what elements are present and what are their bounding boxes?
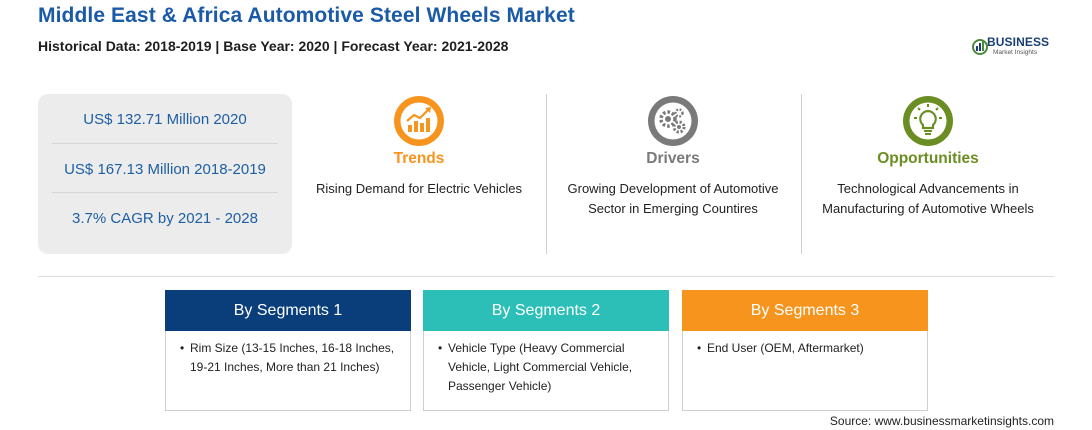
segment-1-heading: By Segments 1 (165, 290, 411, 331)
opportunities-text: Technological Advancements in Manufactur… (822, 181, 1034, 216)
drivers-text: Growing Development of Automotive Sector… (567, 181, 779, 216)
growth-chart-icon (394, 96, 444, 146)
bullet: • (697, 341, 702, 355)
logo-mark-icon (972, 39, 988, 55)
bullet: • (438, 341, 443, 355)
source-credit: Source: www.businessmarketinsights.com (829, 414, 1054, 428)
drivers-heading: Drivers (646, 150, 700, 167)
segment-2-heading: By Segments 2 (423, 290, 669, 331)
segment-2-item: Vehicle Type (Heavy Commercial Vehicle, … (448, 341, 633, 393)
column-divider (546, 94, 547, 254)
bullet: • (180, 341, 185, 355)
trends-heading: Trends (393, 150, 445, 167)
trends-text: Rising Demand for Electric Vehicles (316, 181, 522, 196)
trends-column: Trends Rising Demand for Electric Vehicl… (292, 94, 546, 254)
page-title: Middle East & Africa Automotive Steel Wh… (38, 4, 575, 27)
segment-3-item: End User (OEM, Aftermarket) (707, 341, 864, 355)
stats-panel: US$ 132.71 Million 2020 US$ 167.13 Milli… (38, 94, 292, 254)
logo-brand: BUSINESS (987, 35, 1050, 49)
page-subtitle: Historical Data: 2018-2019 | Base Year: … (38, 38, 509, 54)
section-divider (38, 276, 1054, 277)
segment-3-list: • End User (OEM, Aftermarket) (697, 339, 921, 358)
lightbulb-icon (903, 96, 953, 146)
segment-1-item: Rim Size (13-15 Inches, 16-18 Inches, 19… (190, 341, 395, 374)
gears-icon (648, 96, 698, 146)
stat-cagr: 3.7% CAGR by 2021 - 2028 (72, 210, 258, 227)
segment-card-3: By Segments 3 • End User (OEM, Aftermark… (682, 290, 928, 411)
segment-card-1: By Segments 1 • Rim Size (13-15 Inches, … (165, 290, 411, 411)
company-logo[interactable]: BUSINESS Market Insights (972, 34, 1062, 60)
segment-1-list: • Rim Size (13-15 Inches, 16-18 Inches, … (180, 339, 404, 377)
divider (52, 143, 278, 144)
drivers-column: Drivers Growing Development of Automotiv… (546, 94, 800, 254)
segment-card-2: By Segments 2 • Vehicle Type (Heavy Comm… (423, 290, 669, 411)
segment-2-list: • Vehicle Type (Heavy Commercial Vehicle… (438, 339, 662, 396)
opportunities-column: Opportunities Technological Advancements… (801, 94, 1055, 254)
segment-3-heading: By Segments 3 (682, 290, 928, 331)
stat-market-size-historical: US$ 167.13 Million 2018-2019 (64, 161, 266, 178)
logo-tagline: Market Insights (993, 49, 1038, 56)
column-divider (801, 94, 802, 254)
divider (52, 192, 278, 193)
stat-market-size-2020: US$ 132.71 Million 2020 (83, 111, 247, 128)
opportunities-heading: Opportunities (877, 150, 979, 167)
